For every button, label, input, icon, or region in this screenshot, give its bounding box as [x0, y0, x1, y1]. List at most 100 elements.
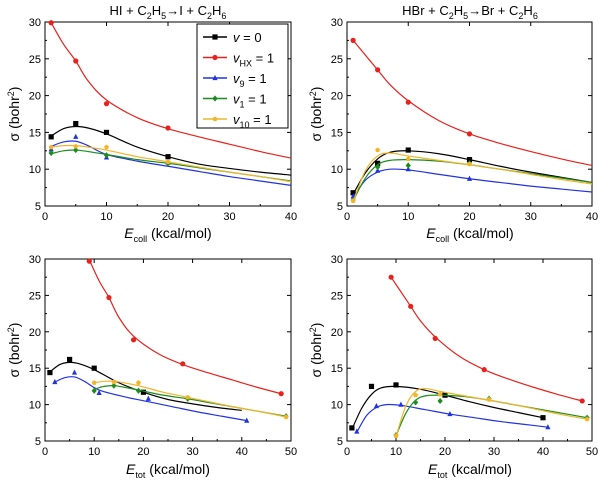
legend-swatch-marker — [212, 116, 218, 122]
x-tick-label: 10 — [390, 446, 402, 458]
y-tick-label: 10 — [331, 164, 343, 176]
y-axis-label-end: ) — [6, 87, 22, 92]
y-tick-label: 10 — [331, 400, 343, 412]
title-part: Br + C — [481, 3, 518, 18]
title-subscript: 5 — [161, 11, 166, 21]
series-line — [352, 152, 592, 202]
series-v1-eq-1 — [393, 394, 590, 439]
x-tick-label: 20 — [162, 211, 174, 223]
data-point — [375, 167, 381, 173]
data-point — [481, 367, 487, 373]
data-point — [48, 149, 54, 157]
series-v-eq-0 — [350, 147, 592, 196]
data-point — [437, 397, 443, 405]
data-point — [185, 394, 191, 400]
title-subscript: 6 — [221, 11, 226, 21]
title-part: H — [454, 3, 463, 18]
chart-title: HI + C2H5→I + C2H6 — [110, 3, 227, 21]
x-tick-label: 10 — [402, 211, 414, 223]
x-tick-label: 50 — [285, 446, 297, 458]
legend-label-rest: = 1 — [250, 112, 272, 127]
y-tick-label: 30 — [331, 17, 343, 29]
data-point — [408, 303, 414, 309]
x-axis-label-subscript: coll — [134, 234, 148, 244]
x-tick-label: 10 — [88, 446, 100, 458]
title-part: HBr + C — [402, 3, 449, 18]
series-line — [54, 376, 247, 422]
x-tick-label: 20 — [439, 446, 451, 458]
data-point — [96, 389, 102, 396]
data-point — [432, 335, 438, 341]
x-axis-label: Ecoll (kcal/mol) — [426, 225, 513, 244]
y-tick-label: 20 — [331, 327, 343, 339]
legend-label: vHX = 1 — [233, 51, 274, 69]
y-tick-label: 15 — [331, 363, 343, 375]
x-axis-label-unit: (kcal/mol) — [147, 225, 212, 241]
x-axis-label-subscript: coll — [436, 234, 450, 244]
data-point — [71, 369, 78, 375]
data-point — [350, 198, 356, 203]
y-axis-label-main: σ (bohr — [308, 332, 324, 378]
data-point — [368, 383, 375, 389]
legend-label-subscript: 10 — [240, 120, 250, 130]
data-point — [103, 101, 110, 107]
data-point — [130, 337, 137, 343]
data-point — [67, 356, 73, 363]
x-tick-label: 40 — [285, 211, 297, 223]
series-line — [50, 125, 291, 176]
series-vHX-eq-1 — [48, 20, 291, 159]
data-point — [405, 162, 411, 169]
data-point — [466, 175, 473, 181]
y-axis-label-superscript: 2 — [6, 91, 16, 96]
series-v9-eq-1 — [350, 166, 592, 199]
series-vHX-eq-1 — [86, 258, 284, 397]
data-point — [375, 147, 381, 153]
y-tick-label: 10 — [29, 400, 41, 412]
x-axis-label-main: E — [426, 225, 436, 241]
data-point — [244, 417, 250, 423]
data-point — [354, 428, 360, 434]
y-tick-label: 30 — [29, 254, 41, 266]
title-arrow: → — [468, 3, 481, 18]
y-axis-label-end: ) — [6, 323, 22, 328]
data-point — [48, 20, 54, 26]
series-v10-eq-1 — [393, 387, 590, 439]
title-arrow: → — [166, 3, 179, 18]
series-v9-eq-1 — [48, 133, 291, 186]
x-tick-label: 10 — [100, 211, 112, 223]
data-point — [413, 392, 419, 398]
y-axis-label: σ (bohr2) — [6, 323, 22, 378]
series-line — [356, 403, 548, 433]
x-tick-label: 0 — [344, 446, 350, 458]
x-tick-label: 0 — [42, 446, 48, 458]
series-v-eq-0 — [47, 356, 242, 412]
series-line — [50, 140, 291, 186]
y-tick-label: 20 — [29, 327, 41, 339]
chart-title: HBr + C2H5→Br + C2H6 — [402, 3, 538, 21]
y-axis-label-end: ) — [308, 323, 324, 328]
data-point — [180, 361, 186, 367]
legend-label: v = 0 — [233, 30, 262, 45]
data-point — [165, 154, 171, 160]
series-line — [352, 150, 592, 195]
series-line — [51, 144, 291, 183]
y-axis-label-superscript: 2 — [6, 327, 16, 332]
series-v10-eq-1 — [91, 379, 289, 420]
chart-panel-3: 0 10 20 30 40 50 5 10 15 20 25 30 Etot (kcal/mol) σ (… — [6, 254, 297, 480]
legend-box — [196, 23, 289, 129]
series-vHX-eq-1 — [350, 37, 592, 167]
y-axis-label: σ (bohr2) — [308, 323, 324, 378]
y-tick-label: 25 — [331, 54, 343, 66]
x-tick-label: 30 — [525, 211, 537, 223]
legend-label-rest: = 1 — [252, 51, 274, 66]
x-axis-label-main: E — [124, 225, 134, 241]
title-part: H — [523, 3, 532, 18]
series-line — [50, 22, 291, 159]
data-point — [466, 131, 473, 137]
legend-label-main: v — [233, 51, 241, 66]
data-point — [375, 67, 381, 73]
